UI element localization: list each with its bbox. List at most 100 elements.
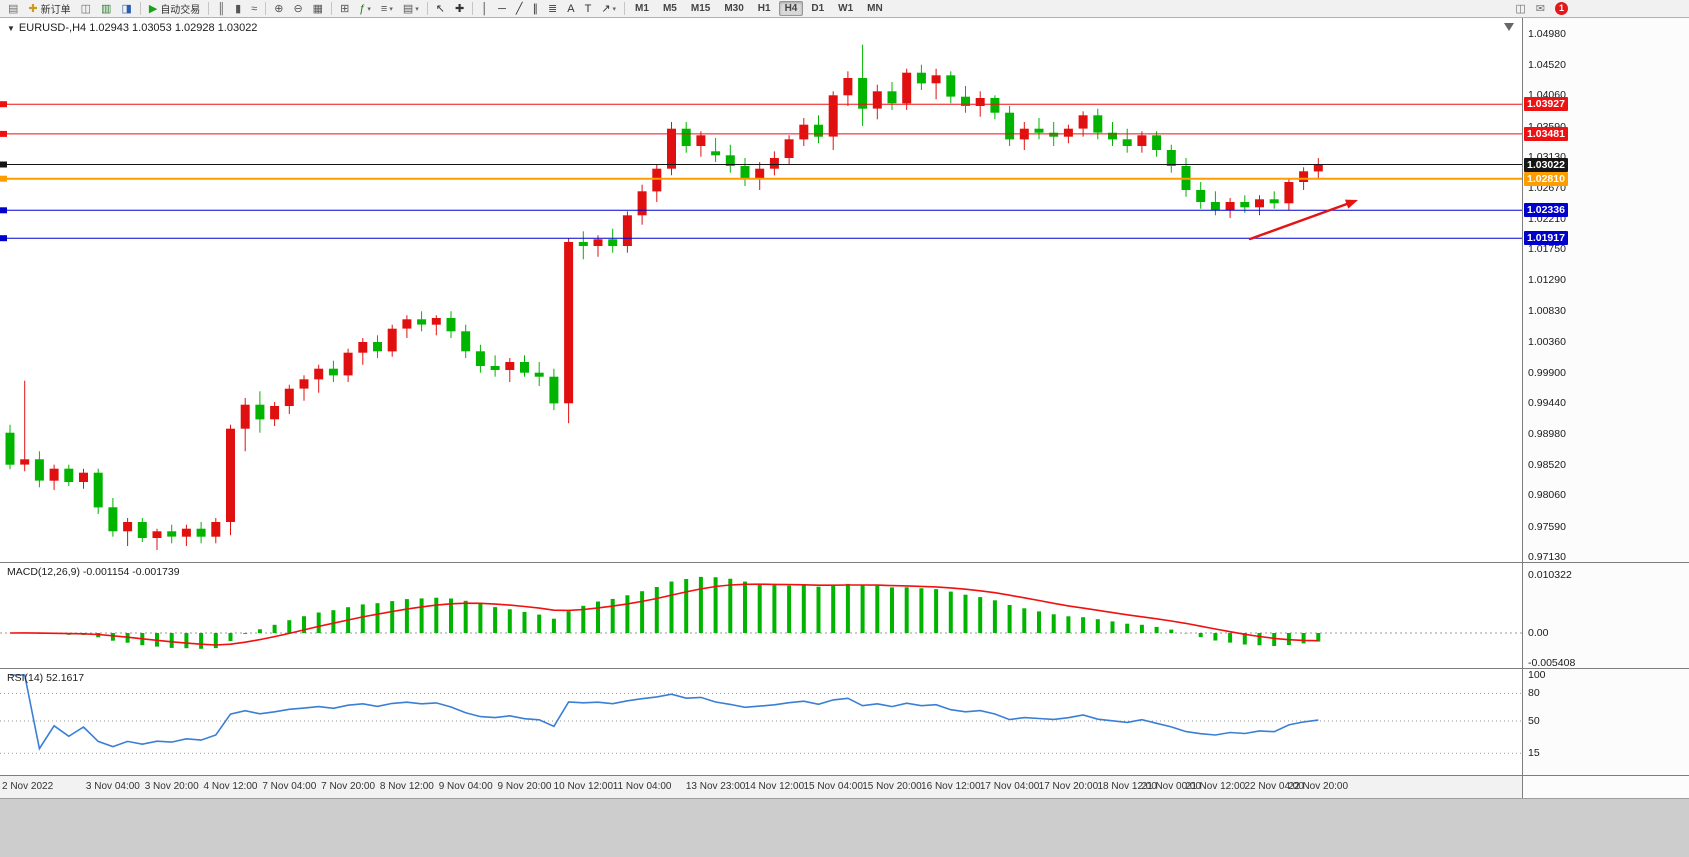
vertical-line-button[interactable]: │ bbox=[477, 1, 492, 16]
periods-icon: ≡ bbox=[380, 2, 388, 15]
cursor-group: ↖ ✚ bbox=[431, 1, 469, 16]
cursor-button[interactable]: ↖ bbox=[432, 1, 449, 16]
price-axis-label: 0.98520 bbox=[1528, 458, 1566, 471]
tf-m5-button[interactable]: M5 bbox=[657, 1, 683, 16]
auto-arrange-button[interactable]: ⊞ bbox=[336, 1, 353, 16]
vertical-line-icon: │ bbox=[481, 2, 489, 15]
indicators-icon: ƒ bbox=[359, 2, 366, 15]
autotrading-group: ▶ 自动交易 bbox=[144, 1, 205, 17]
tf-h1-button[interactable]: H1 bbox=[752, 1, 777, 16]
date-axis-label: 15 Nov 20:00 bbox=[862, 781, 922, 792]
arrows-icon: ↗ bbox=[601, 2, 611, 15]
tf-mn-button[interactable]: MN bbox=[861, 1, 889, 16]
periods-button[interactable]: ≡ ▾ bbox=[377, 1, 397, 16]
zoom-out-button[interactable]: ⊖ bbox=[289, 1, 306, 16]
crosshair-button[interactable]: ✚ bbox=[451, 1, 468, 16]
tf-w1-button[interactable]: W1 bbox=[832, 1, 859, 16]
date-axis-label: 14 Nov 12:00 bbox=[744, 781, 805, 792]
price-axis-label: 0.97590 bbox=[1528, 520, 1566, 533]
new-order-icon: ✚ bbox=[28, 2, 38, 15]
line-chart-button[interactable]: ≈ bbox=[247, 1, 261, 16]
fibonacci-button[interactable]: ≣ bbox=[544, 1, 561, 16]
rsi-line-chart bbox=[0, 674, 1522, 754]
price-axis-label: 1.04980 bbox=[1528, 28, 1566, 40]
date-axis-label: 18 Nov 12:00 bbox=[1097, 781, 1157, 792]
tf-m30-button-label: M30 bbox=[724, 3, 744, 14]
price-axis-label: 0.98060 bbox=[1528, 489, 1566, 502]
bar-chart-button[interactable]: ║ bbox=[213, 1, 229, 16]
price-tag: 1.01917 bbox=[1524, 231, 1568, 246]
tf-m1-button[interactable]: M1 bbox=[629, 1, 655, 16]
new-chart-button[interactable]: ▤ bbox=[4, 1, 22, 16]
toolbar-groups: ▤ ✚ 新订单 ◫ ▥ ◨ ▶ 自动交易 ║ ▮ ≈ ⊕ ⊖ ▦ ⊞ ƒ ▾ ≡ ▾ ▤ ▾ ↖ ✚ │ ─ ╱ ∥ ≣ A T ↗ ▾ M1 M… bbox=[3, 1, 890, 16]
chart-title-text: EURUSD-,H4 1.02943 1.03053 1.02928 1.030… bbox=[18, 22, 258, 34]
rsi-axis-label: 50 bbox=[1528, 715, 1540, 727]
date-axis-label: 15 Nov 04:00 bbox=[803, 781, 863, 792]
trendline-icon: ╱ bbox=[515, 2, 523, 15]
channel-button[interactable]: ∥ bbox=[529, 1, 543, 16]
price-axis-label: 1.00830 bbox=[1528, 304, 1566, 317]
data-window-button[interactable]: ◨ bbox=[117, 1, 135, 16]
date-axis-label: 4 Nov 12:00 bbox=[203, 781, 258, 792]
date-axis-label: 21 Nov 12:00 bbox=[1185, 781, 1246, 792]
toolbar-separator bbox=[331, 2, 333, 15]
tile-windows-button[interactable]: ▦ bbox=[309, 1, 327, 16]
chart-window: ▼ EURUSD-,H4 1.02943 1.03053 1.02928 1.0… bbox=[0, 18, 1689, 798]
tf-m30-button[interactable]: M30 bbox=[718, 1, 749, 16]
candlestick-chart[interactable] bbox=[0, 18, 1522, 562]
new-order-button[interactable]: ✚ 新订单 bbox=[24, 1, 74, 17]
market-watch-button[interactable]: ▥ bbox=[97, 1, 115, 16]
text-button[interactable]: A bbox=[563, 1, 578, 16]
date-axis-label: 17 Nov 04:00 bbox=[979, 781, 1040, 792]
profiles-button[interactable]: ◫ bbox=[77, 1, 95, 16]
autotrading-button[interactable]: ▶ 自动交易 bbox=[145, 1, 204, 17]
templates-icon: ▤ bbox=[402, 2, 414, 15]
timeframes-group: M1 M5 M15 M30 H1 H4 D1 W1 MN bbox=[628, 1, 890, 16]
zoom-in-icon: ⊕ bbox=[274, 2, 284, 15]
date-axis-label: 11 Nov 04:00 bbox=[612, 781, 672, 792]
tf-mn-button-label: MN bbox=[867, 3, 883, 14]
label-button[interactable]: T bbox=[581, 1, 596, 16]
cursor-icon: ↖ bbox=[435, 2, 445, 15]
arrows-button[interactable]: ↗ ▾ bbox=[597, 1, 620, 16]
zoom-in-button[interactable]: ⊕ bbox=[270, 1, 287, 16]
price-tag: 1.02810 bbox=[1524, 171, 1568, 186]
rsi-pane[interactable]: RSI(14) 52.1617 bbox=[0, 668, 1522, 775]
macd-axis-label: 0.00 bbox=[1528, 627, 1549, 639]
macd-histogram bbox=[0, 576, 1522, 649]
price-axis[interactable]: 1.049801.045201.040601.035901.031301.026… bbox=[1522, 18, 1689, 798]
macd-pane[interactable]: MACD(12,26,9) -0.001154 -0.001739 bbox=[0, 562, 1522, 668]
mail-button[interactable]: ✉ bbox=[1532, 1, 1549, 16]
tf-m1-button-label: M1 bbox=[635, 3, 649, 14]
candlestick-chart-button[interactable]: ▮ bbox=[231, 1, 245, 16]
tf-d1-button[interactable]: D1 bbox=[805, 1, 830, 16]
layout-button[interactable]: ◫ bbox=[1511, 1, 1529, 16]
drawing-tools-group: │ ─ ╱ ∥ ≣ A T ↗ ▾ bbox=[476, 1, 621, 16]
price-axis-label: 1.00360 bbox=[1528, 336, 1566, 348]
date-axis-label: 7 Nov 20:00 bbox=[321, 781, 376, 792]
label-icon: T bbox=[584, 2, 592, 15]
indicators-button[interactable]: ƒ ▾ bbox=[355, 1, 375, 16]
new-order-button-label: 新订单 bbox=[40, 5, 71, 16]
macd-axis-label: 0.010322 bbox=[1528, 569, 1572, 582]
main-chart-pane[interactable]: ▼ EURUSD-,H4 1.02943 1.03053 1.02928 1.0… bbox=[0, 18, 1522, 562]
date-axis-label: 9 Nov 04:00 bbox=[438, 781, 493, 792]
horizontal-line-button[interactable]: ─ bbox=[494, 1, 510, 16]
templates-button[interactable]: ▤ ▾ bbox=[399, 1, 423, 16]
date-axis[interactable]: 2 Nov 2022 3 Nov 04:00 3 Nov 20:00 4 Nov 12… bbox=[0, 775, 1522, 798]
zoom-out-icon: ⊖ bbox=[293, 2, 303, 15]
tf-d1-button-label: D1 bbox=[811, 3, 825, 14]
date-axis-label: 21 Nov 00:00 bbox=[1141, 781, 1202, 792]
price-axis-label: 1.01290 bbox=[1528, 274, 1566, 286]
chevron-down-icon: ▾ bbox=[367, 5, 371, 13]
date-axis-label: 22 Nov 04:00 bbox=[1244, 781, 1304, 792]
trendline-button[interactable]: ╱ bbox=[512, 1, 527, 16]
tf-h4-button[interactable]: H4 bbox=[778, 1, 804, 16]
autotrading-button-label: 自动交易 bbox=[160, 5, 201, 16]
date-axis-label: 2 Nov 2022 bbox=[2, 781, 54, 792]
tf-m15-button[interactable]: M15 bbox=[685, 1, 716, 16]
price-axis-label: 0.97130 bbox=[1528, 551, 1566, 564]
notification-badge[interactable]: 1 bbox=[1555, 2, 1568, 15]
date-axis-label: 13 Nov 23:00 bbox=[685, 781, 746, 792]
tf-m5-button-label: M5 bbox=[662, 3, 677, 14]
